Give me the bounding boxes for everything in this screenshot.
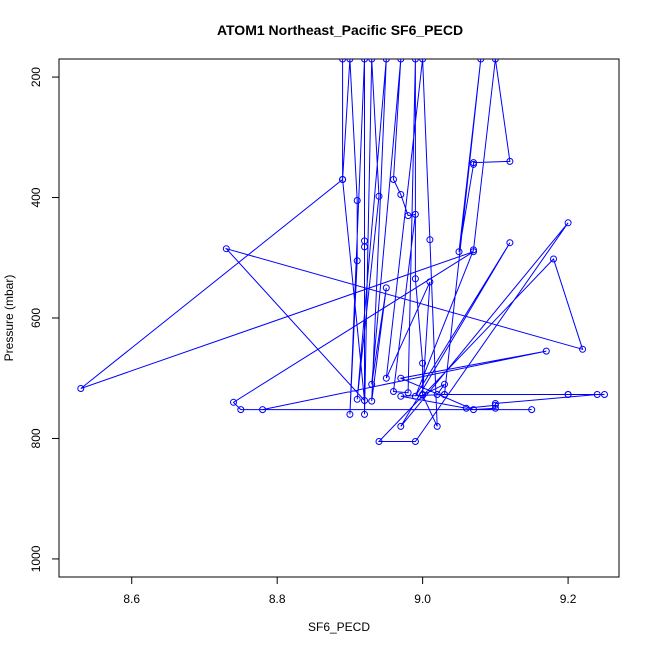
data-point — [593, 391, 601, 398]
data-point — [397, 59, 405, 63]
data-point — [411, 275, 419, 283]
data-point — [361, 243, 368, 251]
data-point — [506, 157, 514, 165]
data-point — [426, 278, 434, 286]
data-point — [470, 159, 477, 167]
data-point — [462, 404, 470, 412]
series-line — [80, 59, 605, 442]
data-point — [237, 406, 245, 414]
data-point — [426, 236, 434, 244]
data-point — [382, 284, 390, 292]
data-series — [77, 59, 608, 445]
data-point — [411, 210, 419, 218]
data-point — [353, 197, 361, 204]
data-point — [353, 257, 361, 265]
data-point — [441, 380, 448, 388]
x-axis-title: SF6_PECD — [308, 620, 370, 634]
x-tick-label: 8.8 — [269, 592, 286, 606]
data-point — [470, 406, 477, 414]
data-point — [368, 380, 376, 388]
y-axis: 200 400 600 800 1000 — [29, 67, 59, 572]
data-point — [404, 212, 412, 220]
data-point — [601, 391, 608, 398]
data-point — [550, 255, 557, 263]
data-point — [455, 248, 463, 256]
data-point — [390, 176, 397, 183]
data-point — [397, 191, 405, 198]
x-tick-label: 9.0 — [414, 592, 431, 606]
data-point — [361, 59, 368, 63]
data-point — [390, 388, 397, 395]
x-axis: 8.6 8.8 9.0 9.2 — [123, 577, 577, 606]
data-point — [477, 59, 485, 63]
data-point — [77, 385, 85, 392]
data-point — [397, 392, 405, 400]
data-point — [491, 59, 499, 63]
data-point — [491, 404, 499, 412]
data-point — [433, 422, 441, 430]
data-point — [339, 176, 347, 183]
data-point — [528, 406, 536, 414]
data-point — [346, 410, 354, 418]
chart-title: ATOM1 Northeast_Pacific SF6_PECD — [217, 22, 463, 38]
y-tick-label: 600 — [29, 308, 43, 328]
data-point — [375, 438, 383, 445]
data-point — [470, 248, 477, 256]
plot-area-border — [58, 58, 620, 578]
data-point — [506, 239, 514, 247]
data-point — [397, 422, 405, 430]
data-point — [419, 59, 427, 63]
data-point — [339, 59, 347, 63]
data-point — [368, 59, 376, 63]
y-axis-title: Pressure (mbar) — [2, 275, 16, 362]
data-point — [222, 245, 230, 253]
data-point — [441, 391, 448, 398]
y-tick-label: 1000 — [29, 545, 43, 572]
y-tick-label: 800 — [29, 428, 43, 448]
data-point — [411, 438, 419, 445]
y-tick-label: 400 — [29, 187, 43, 207]
data-point — [230, 398, 237, 406]
x-tick-label: 8.6 — [123, 592, 140, 606]
data-point — [361, 410, 368, 418]
data-point — [564, 219, 572, 227]
data-point — [382, 374, 390, 382]
data-point — [542, 347, 550, 355]
data-point — [368, 397, 376, 405]
y-tick-label: 200 — [29, 67, 43, 87]
data-point — [579, 345, 587, 353]
data-point — [419, 391, 427, 399]
data-point — [411, 59, 419, 63]
data-point — [419, 359, 427, 367]
data-point — [346, 59, 354, 63]
data-point — [397, 374, 405, 382]
data-point — [404, 389, 412, 397]
data-point — [259, 406, 267, 414]
data-point — [382, 59, 390, 63]
data-point — [433, 391, 441, 398]
x-tick-label: 9.2 — [560, 592, 577, 606]
data-point — [491, 401, 499, 409]
data-point — [375, 192, 383, 200]
data-point — [353, 395, 361, 403]
series-layer — [77, 59, 608, 445]
data-point — [564, 391, 572, 398]
data-point — [411, 392, 419, 400]
data-point — [361, 397, 368, 404]
